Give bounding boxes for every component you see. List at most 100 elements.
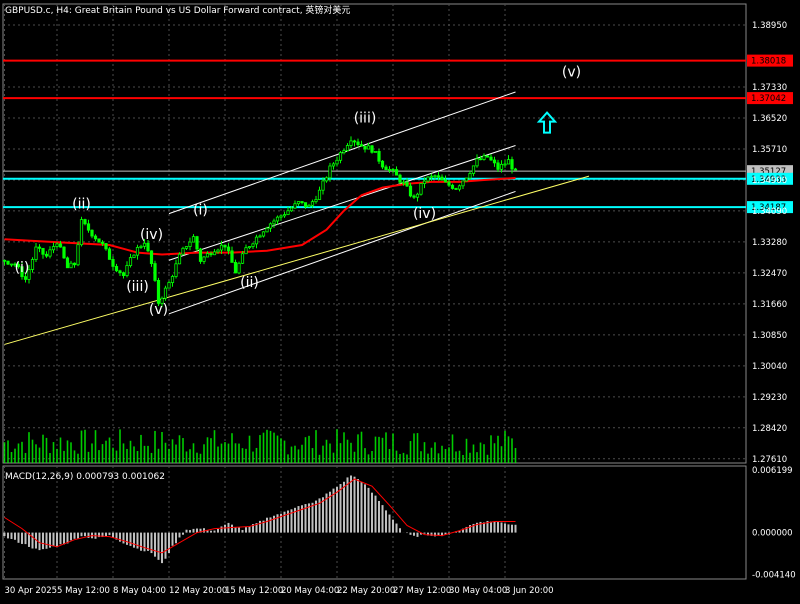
price-tick-label: 1.34900 — [752, 176, 787, 186]
wave-label: (iv) — [140, 227, 163, 243]
candle-body — [156, 279, 161, 304]
time-tick-label: 5 May 12:00 — [57, 586, 110, 596]
candle-body — [436, 175, 441, 178]
price-tick-label: 1.38950 — [752, 21, 787, 31]
candle-body — [450, 184, 455, 189]
candle-body — [405, 181, 409, 187]
up-arrow-icon — [536, 111, 558, 134]
level-tag-label: 1.34933 — [751, 175, 786, 185]
candle-body — [345, 145, 350, 151]
time-tick-label: 22 May 20:00 — [337, 586, 395, 596]
candle-body — [118, 270, 122, 274]
time-tick-label: 3 Jun 20:00 — [505, 586, 554, 596]
candle-body — [223, 244, 227, 248]
candle-body — [461, 180, 465, 187]
level-tag-label: 1.37042 — [751, 94, 786, 104]
trendline — [4, 175, 590, 345]
candle-body — [429, 175, 434, 178]
channel-middle-line — [168, 145, 516, 261]
candle-body — [408, 185, 413, 197]
candle-body — [415, 193, 420, 198]
level-tag — [747, 54, 793, 67]
candle-body — [391, 168, 395, 171]
candle-body — [79, 219, 84, 246]
candle-body — [380, 160, 385, 168]
price-tick-label: 1.30040 — [752, 362, 787, 372]
candle-body — [240, 253, 245, 264]
candle-body — [296, 201, 301, 205]
price-tick-label: 1.28420 — [752, 424, 787, 434]
price-tick-label: 1.27610 — [752, 455, 787, 465]
candle-body — [363, 145, 367, 150]
candle-body — [328, 165, 332, 179]
candle-body — [419, 183, 423, 195]
candle-body — [289, 207, 294, 212]
wave-label: (ii) — [240, 275, 259, 291]
level-tag — [747, 172, 793, 185]
candle-body — [307, 204, 311, 208]
wave-label: (iii) — [354, 111, 377, 127]
candle-body — [342, 150, 346, 154]
candle-body — [41, 247, 45, 255]
candle-body — [401, 181, 406, 184]
candle-body — [338, 152, 343, 161]
candle-body — [104, 243, 108, 250]
time-tick-label: 30 May 04:00 — [449, 586, 507, 596]
candle-body — [93, 235, 98, 240]
candle-body — [219, 244, 224, 251]
candle-body — [111, 259, 115, 267]
candle-body — [247, 246, 252, 249]
candle-body — [489, 156, 493, 161]
candle-body — [447, 181, 451, 186]
candle-body — [188, 241, 192, 247]
candle-body — [454, 188, 458, 190]
candle-body — [121, 272, 126, 277]
candle-body — [303, 202, 308, 208]
chart-title: GBPUSD.c, H4: Great Britain Pound vs US … — [5, 4, 350, 16]
candle-body — [349, 140, 353, 146]
candle-body — [55, 243, 59, 247]
level-tag-label: 1.35127 — [751, 167, 786, 177]
level-tag — [747, 92, 793, 105]
candle-body — [184, 246, 189, 249]
candle-body — [457, 185, 462, 190]
candle-body — [440, 176, 444, 181]
candle-body — [244, 247, 248, 255]
price-tick-label: 1.36520 — [752, 114, 787, 124]
candle-body — [356, 141, 360, 145]
candle-body — [139, 245, 143, 248]
candle-body — [478, 158, 483, 161]
candle-body — [146, 242, 150, 252]
candle-body — [202, 256, 206, 262]
channel-lower-line — [168, 190, 516, 315]
candle-body — [170, 276, 175, 283]
candle-body — [2, 259, 7, 262]
candle-body — [398, 174, 402, 183]
candle-body — [177, 253, 182, 265]
candle-body — [16, 264, 21, 268]
candle-body — [366, 145, 371, 150]
candle-body — [412, 195, 416, 198]
candle-body — [335, 159, 339, 165]
price-tick-label: 1.35710 — [752, 145, 787, 155]
candle-body — [86, 223, 91, 231]
wave-label: (v) — [562, 65, 581, 81]
candle-body — [142, 242, 147, 247]
candle-body — [72, 262, 77, 266]
candle-body — [107, 248, 112, 260]
candle-body — [51, 246, 56, 251]
candle-body — [62, 246, 66, 259]
macd-signal-line — [4, 478, 516, 554]
channel-upper-line — [168, 91, 516, 215]
candle-body — [282, 214, 287, 217]
candle-body — [97, 238, 101, 243]
candle-body — [23, 276, 28, 280]
candle-body — [377, 150, 381, 162]
candle-body — [499, 163, 504, 170]
candle-body — [324, 177, 329, 182]
candle-body — [331, 163, 336, 167]
candle-body — [230, 250, 234, 263]
time-tick-label: 27 May 12:00 — [393, 586, 451, 596]
candle-body — [237, 262, 241, 274]
level-tag-label: 1.34187 — [751, 203, 786, 213]
